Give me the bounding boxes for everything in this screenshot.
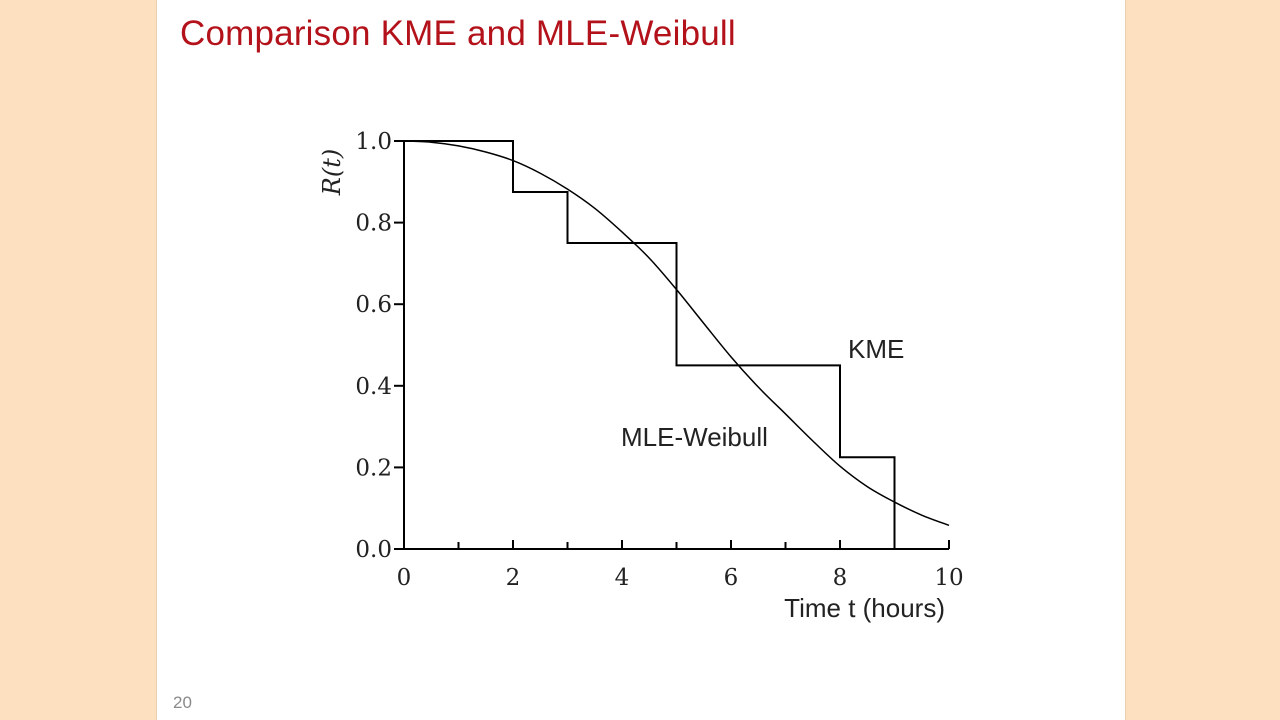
x-tick-label: 0 [397,565,412,591]
slide: Comparison KME and MLE-Weibull 20 [156,0,1126,720]
slide-title: Comparison KME and MLE-Weibull [180,14,736,53]
page-number: 20 [173,693,192,712]
y-axis-label: R(t) [318,149,346,196]
chart-series [403,140,950,549]
y-tick-label: 0.4 [355,374,392,400]
y-tick-label: 0.8 [355,211,392,237]
x-tick-label: 6 [724,565,739,591]
chart-labels: KME MLE-Weibull Time t (hours) R(t) [318,149,945,623]
chart-axes: 0 2 4 6 8 10 0.0 0.2 0.4 0.6 0.8 1.0 [355,129,963,591]
y-tick-label: 0.6 [355,292,392,318]
y-tick-label: 0.2 [355,455,392,481]
x-tick-label: 4 [615,565,630,591]
mle-weibull-label: MLE-Weibull [621,422,768,452]
kme-series-line [404,140,896,549]
mle-weibull-series-line [403,140,950,527]
x-tick-label: 10 [934,565,963,591]
x-tick-label: 8 [833,565,848,591]
kme-label: KME [848,334,904,364]
x-axis-label: Time t (hours) [784,593,945,623]
x-tick-label: 2 [506,565,521,591]
y-tick-label: 1.0 [355,129,392,155]
y-tick-label: 0.0 [355,537,392,563]
